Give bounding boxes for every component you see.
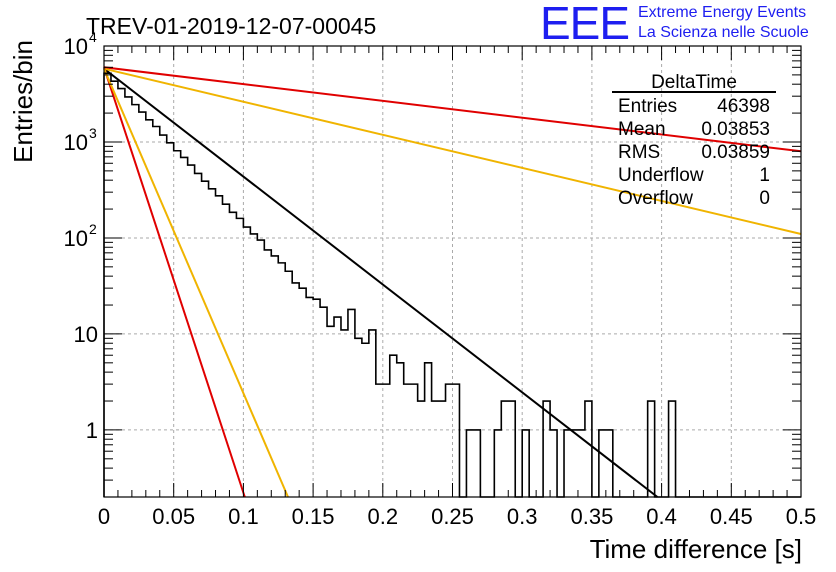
x-tick-label: 0.5 bbox=[786, 504, 817, 529]
x-tick-labels: 0 0.05 0.1 0.15 0.2 0.25 0.3 0.35 0.4 0.45 0.5 bbox=[98, 504, 816, 529]
stats-value: 46398 bbox=[717, 96, 770, 117]
logo-line-1: Extreme Energy Events bbox=[638, 4, 807, 21]
stats-label: RMS bbox=[618, 142, 660, 163]
x-tick-label: 0.35 bbox=[570, 504, 613, 529]
y-tick-exponent: 2 bbox=[89, 221, 97, 237]
y-tick-label: 10 bbox=[74, 322, 98, 347]
stats-label: Entries bbox=[618, 96, 677, 117]
x-tick-label: 0.4 bbox=[646, 504, 677, 529]
stats-value: 0.03853 bbox=[701, 119, 770, 140]
y-axis-label: Entries/bin bbox=[8, 40, 38, 163]
y-tick-label: 1 bbox=[86, 418, 98, 443]
x-tick-label: 0.05 bbox=[152, 504, 195, 529]
x-tick-label: 0.3 bbox=[507, 504, 538, 529]
stats-value: 0.03859 bbox=[701, 142, 770, 163]
y-tick-exponent: 4 bbox=[89, 29, 97, 45]
eee-logo: EEE Extreme Energy Events La Scienza nel… bbox=[540, 0, 830, 49]
stats-label: Mean bbox=[618, 119, 666, 140]
fit-curve bbox=[103, 68, 289, 498]
x-tick-label: 0.25 bbox=[431, 504, 474, 529]
y-tick-label: 10 bbox=[64, 226, 88, 251]
stats-value: 0 bbox=[759, 188, 770, 209]
y-tick-label: 10 bbox=[64, 130, 88, 155]
fit-curves bbox=[103, 66, 802, 498]
chart-title: TREV-01-2019-12-07-00045 bbox=[86, 13, 376, 39]
fit-curve bbox=[103, 67, 802, 235]
logo-line-2: La Scienza nelle Scuole bbox=[638, 24, 809, 41]
x-axis-label: Time difference [s] bbox=[590, 534, 802, 564]
stats-title: DeltaTime bbox=[651, 72, 737, 93]
stats-label: Underflow bbox=[618, 165, 704, 186]
x-tick-label: 0.1 bbox=[228, 504, 259, 529]
fit-curve bbox=[103, 66, 246, 498]
y-tick-exponent: 3 bbox=[89, 125, 97, 141]
axis-ticks bbox=[103, 45, 802, 498]
stats-label: Overflow bbox=[618, 188, 693, 209]
fit-curve bbox=[103, 66, 802, 153]
y-tick-label: 10 bbox=[64, 34, 88, 59]
x-tick-label: 0.15 bbox=[292, 504, 335, 529]
x-tick-label: 0 bbox=[98, 504, 110, 529]
grid-lines bbox=[104, 46, 801, 497]
stats-box: DeltaTime Entries 46398 Mean 0.03853 RMS 0.038… bbox=[612, 72, 776, 209]
eee-logo-mark: EEE bbox=[540, 0, 630, 49]
stats-value: 1 bbox=[759, 165, 770, 186]
x-tick-label: 0.45 bbox=[710, 504, 753, 529]
x-tick-label: 0.2 bbox=[368, 504, 399, 529]
fit-curve bbox=[103, 67, 659, 498]
